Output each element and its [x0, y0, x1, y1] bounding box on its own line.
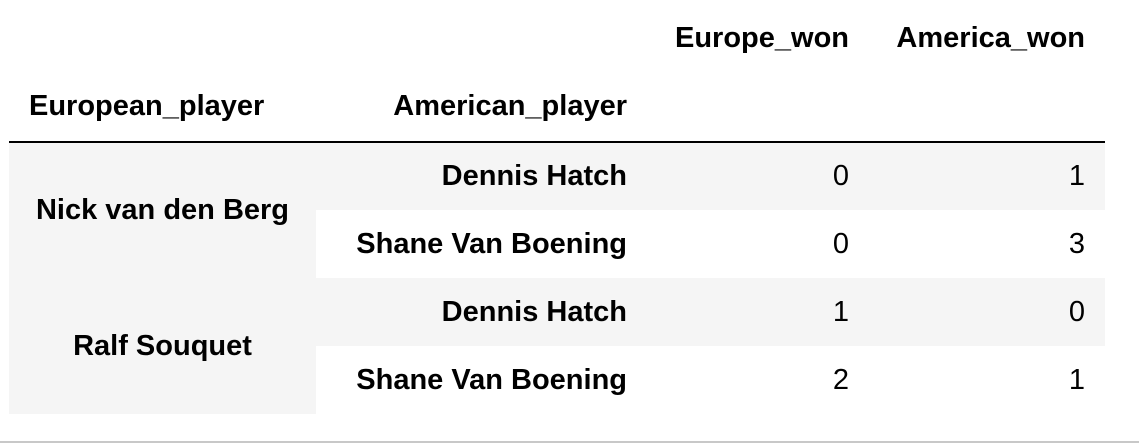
column-header-row: Europe_won America_won: [9, 4, 1105, 72]
grouped-results-table: Europe_won America_won European_player A…: [9, 4, 1105, 414]
america-won-cell: 0: [869, 278, 1105, 346]
europe-won-cell: 0: [647, 142, 869, 210]
european-player-cell: Ralf Souquet: [9, 278, 316, 414]
america-won-cell: 3: [869, 210, 1105, 278]
table-row: Ralf Souquet Dennis Hatch 1 0: [9, 278, 1105, 414]
table-row: Nick van den Berg Dennis Hatch 0 1: [9, 142, 1105, 278]
american-player-cell: Shane Van Boening: [316, 346, 647, 414]
europe-won-cell: 2: [647, 346, 869, 414]
output-divider: [0, 441, 1139, 443]
blank-header-cell: [647, 72, 869, 142]
table-body: Nick van den Berg Dennis Hatch 0 1 Shane…: [9, 142, 1105, 414]
blank-header-cell: [316, 4, 647, 72]
table-row: Shane Van Boening 2 1: [9, 346, 1105, 414]
table-header: Europe_won America_won European_player A…: [9, 4, 1105, 142]
european-player-cell: Nick van den Berg: [9, 142, 316, 278]
america-won-cell: 1: [869, 346, 1105, 414]
europe-won-cell: 0: [647, 210, 869, 278]
index-name-american-player: American_player: [393, 90, 627, 122]
column-header-europe-won: Europe_won: [674, 21, 849, 54]
table-row: Shane Van Boening 0 3: [9, 210, 1105, 278]
american-player-cell: Dennis Hatch: [316, 142, 647, 210]
blank-header-cell: [9, 4, 316, 72]
american-player-cell: Dennis Hatch: [316, 278, 647, 346]
column-header-america-won: America_won: [896, 21, 1085, 54]
index-name-european-player: European_player: [29, 90, 265, 122]
index-name-row: European_player American_player: [9, 72, 1105, 142]
america-won-cell: 1: [869, 142, 1105, 210]
blank-header-cell: [869, 72, 1105, 142]
europe-won-cell: 1: [647, 278, 869, 346]
american-player-cell: Shane Van Boening: [316, 210, 647, 278]
